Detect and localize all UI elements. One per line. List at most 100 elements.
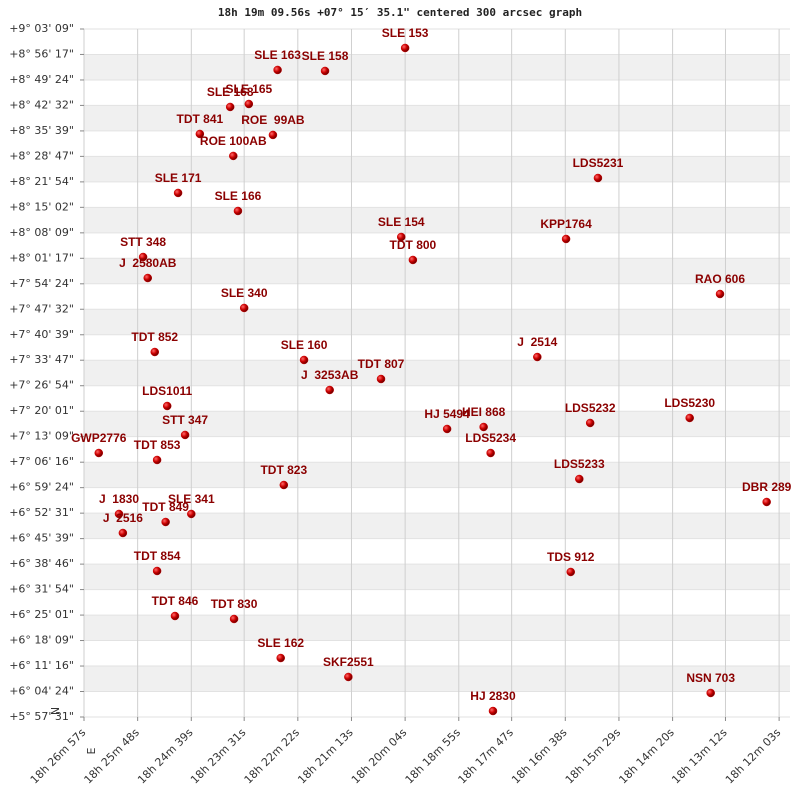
x-tick-label: 18h 22m 22s [242,726,303,787]
star [173,188,183,198]
star-label: TDT 841 [177,112,224,126]
star-label: SLE 340 [221,286,268,300]
star-label: STT 348 [120,235,166,249]
star [187,509,196,519]
grid-band [84,207,790,233]
star-label: SKF2551 [323,655,374,669]
star-label: SLE 341 [168,492,215,506]
star [715,289,725,299]
chart-title: 18h 19m 09.56s +07° 15′ 35.1" centered 3… [218,6,582,19]
star [488,706,498,716]
y-tick-label: +8° 08' 09" [9,226,74,239]
y-tick-label: +7° 47' 32" [9,302,74,315]
y-tick-label: +8° 56' 17" [9,47,74,60]
star [344,672,353,682]
grid-band [84,258,790,284]
y-tick-label: +5° 57' 31" [9,710,74,723]
y-tick-label: +6° 25' 01" [9,608,74,621]
star-label: GWP2776 [71,431,127,445]
x-tick-label: 18h 24m 39s [135,726,196,787]
star [268,130,278,140]
star [94,448,104,458]
y-tick-label: +6° 04' 24" [9,684,74,697]
star [479,422,488,432]
star-label: NSN 703 [686,671,735,685]
star-label: LDS5233 [554,457,605,471]
star-label: J 3253AB [301,368,359,382]
star [408,255,418,265]
star [276,653,285,663]
star-label: TDS 912 [547,550,595,564]
star [180,430,190,440]
star-label: SLE 154 [378,215,425,229]
x-tick-label: 18h 17m 47s [455,726,516,787]
star [325,385,334,395]
star-label: SLE 168 [207,85,254,99]
star-label: J 2516 [103,511,143,525]
y-tick-label: +8° 15' 02" [9,200,74,213]
north-marker: N [49,707,62,715]
star-label: TDT 823 [260,463,307,477]
star [244,99,254,109]
x-tick-label: 18h 16m 38s [509,726,570,787]
star [233,206,243,216]
star-label: HEI 868 [462,405,506,419]
star-label: TDT 846 [152,594,199,608]
y-tick-label: +6° 11' 16" [9,659,74,672]
x-tick-label: 18h 13m 12s [669,726,730,787]
x-tick-label: 18h 14m 20s [616,726,677,787]
star [299,355,309,365]
star [396,232,406,242]
star [162,401,172,411]
star-label: J 2580AB [119,256,177,270]
y-tick-label: +6° 59' 24" [9,481,74,494]
star-label: SLE 163 [254,48,301,62]
star [138,252,148,262]
x-tick-label: 18h 18m 55s [403,726,464,787]
y-tick-label: +8° 42' 32" [9,98,74,111]
star [152,566,162,576]
star-label: TDT 807 [358,357,405,371]
star-label: ROE 100AB [200,134,267,148]
star-label: DBR 289 [742,480,792,494]
star [239,303,249,313]
star [376,374,386,384]
star [170,611,180,621]
star [400,43,410,53]
star [533,352,542,362]
x-tick-label: 18h 15m 29s [563,726,624,787]
star-label: KPP1764 [540,217,592,231]
y-tick-label: +8° 21' 54" [9,175,74,188]
star-label: HJ 2830 [470,689,516,703]
y-tick-label: +6° 52' 31" [9,506,74,519]
star [762,497,771,507]
star-label: LDS1011 [142,384,192,398]
star-label: TDT 849 [142,500,189,514]
grid-band [84,564,790,590]
star-label: SLE 160 [281,338,328,352]
star-label: LDS5232 [565,401,616,415]
y-tick-label: +7° 54' 24" [9,277,74,290]
x-tick-label: 18h 12m 03s [723,726,784,787]
star [706,688,715,698]
star-label: LDS5231 [573,156,624,170]
star [229,151,238,161]
star-label: J 1830 [99,492,139,506]
star [118,528,128,538]
star [442,424,452,434]
star-label: TDT 853 [134,438,181,452]
y-tick-label: +6° 38' 46" [9,557,74,570]
star [561,234,571,244]
y-tick-label: +7° 26' 54" [9,379,74,392]
star [229,614,239,624]
star-label: HJ 5494 [424,407,470,421]
y-tick-label: +8° 01' 17" [9,251,74,264]
y-tick-label: +8° 35' 39" [9,124,74,137]
plot-background [83,28,790,718]
star-label: SLE 165 [225,82,272,96]
star [320,66,330,76]
star-label: TDT 830 [211,597,258,611]
star [593,173,603,183]
x-tick-label: 18h 21m 13s [295,726,356,787]
